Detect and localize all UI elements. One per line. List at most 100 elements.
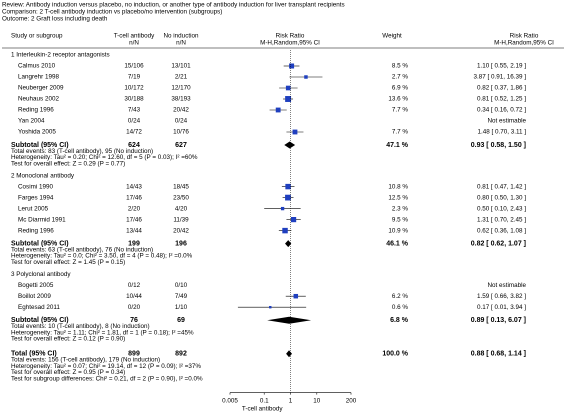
weight: 8.5 % bbox=[392, 63, 409, 70]
ci-label: 0.88 [ 0.68, 1.14 ] bbox=[471, 351, 526, 358]
study-name: Yan 2004 bbox=[18, 118, 45, 125]
study-name: Langrehr 1998 bbox=[18, 74, 59, 81]
weight: 2.7 % bbox=[392, 74, 409, 81]
weight: 2.3 % bbox=[392, 205, 409, 212]
ctrl-events: 18/45 bbox=[173, 183, 189, 190]
ctrl-events: 2/21 bbox=[175, 74, 188, 81]
summary-diamond bbox=[286, 350, 292, 358]
column-header: Risk Ratio bbox=[276, 33, 305, 40]
x-tick-label: 200 bbox=[346, 397, 357, 404]
column-header: n/N bbox=[176, 40, 186, 47]
x-tick-label: 1 bbox=[289, 397, 293, 404]
ctrl-events: 1/10 bbox=[175, 304, 188, 311]
ci-label: 1.31 [ 0.70, 2.45 ] bbox=[477, 216, 526, 223]
x-tick-label: 0.005 bbox=[222, 397, 238, 404]
ci-label: 1.10 [ 0.55, 2.19 ] bbox=[477, 63, 526, 70]
weight-square bbox=[289, 63, 295, 69]
weight-square bbox=[285, 85, 291, 91]
weight-square bbox=[285, 96, 292, 102]
ci-label: 0.89 [ 0.13, 6.07 ] bbox=[471, 317, 526, 324]
exp-events: 17/46 bbox=[126, 216, 142, 223]
weight: 7.7 % bbox=[392, 107, 409, 114]
exp-events: 2/20 bbox=[128, 205, 141, 212]
ci-label: 0.82 [ 0.37, 1.86 ] bbox=[477, 85, 526, 92]
weight-square bbox=[275, 107, 281, 113]
weight: 100.0 % bbox=[382, 351, 408, 358]
weight: 47.1 % bbox=[386, 142, 409, 149]
ci-label: Not estimable bbox=[488, 118, 527, 125]
weight-square bbox=[285, 183, 291, 190]
ctrl-events: 13/101 bbox=[171, 63, 191, 70]
comparison: Comparison: 2 T-cell antibody induction … bbox=[2, 9, 222, 16]
ctrl-events: 11/39 bbox=[173, 216, 189, 223]
column-header: T-cell antibody bbox=[114, 33, 155, 40]
ctrl-events: 627 bbox=[175, 142, 187, 149]
study-name: Bogetti 2005 bbox=[18, 282, 54, 289]
weight: 13.6 % bbox=[388, 96, 408, 103]
study-name: Neuberger 2009 bbox=[18, 85, 64, 92]
ci-label: 0.93 [ 0.58, 1.50 ] bbox=[471, 142, 526, 149]
subtotal-label: Subtotal (95% CI) bbox=[11, 240, 69, 247]
exp-events: 0/24 bbox=[128, 118, 141, 125]
weight-square bbox=[280, 206, 285, 211]
ctrl-events: 20/42 bbox=[173, 107, 189, 114]
weight: 6.9 % bbox=[392, 85, 409, 92]
exp-events: 0/12 bbox=[128, 282, 141, 289]
note: Heterogeneity: Tau² = 0.20; Chi² = 12.60… bbox=[11, 154, 198, 161]
note: Heterogeneity: Tau² = 1.11; Chi² = 1.81,… bbox=[11, 329, 194, 336]
ctrl-events: 12/170 bbox=[171, 85, 191, 92]
note: Total events: 10 (T-cell antibody), 8 (N… bbox=[11, 323, 150, 330]
study-name: Boillot 2009 bbox=[18, 293, 51, 300]
study-name: Cosimi 1990 bbox=[18, 183, 53, 190]
column-header: No induction bbox=[163, 33, 199, 40]
column-header: M-H,Random,95% CI bbox=[260, 40, 320, 47]
ctrl-events: 0/10 bbox=[175, 282, 188, 289]
note: Total events: 156 (T-cell antibody), 179… bbox=[11, 357, 160, 364]
exp-events: 7/43 bbox=[128, 107, 141, 114]
column-header: Risk Ratio bbox=[510, 33, 539, 40]
note: Heterogeneity: Tau² = 0.07; Chi² = 19.14… bbox=[11, 363, 201, 370]
ctrl-events: 69 bbox=[177, 317, 185, 324]
exp-events: 13/44 bbox=[126, 227, 142, 234]
exp-events: 17/46 bbox=[126, 194, 142, 201]
ci-label: 1.48 [ 0.70, 3.11 ] bbox=[477, 129, 526, 136]
weight: 10.9 % bbox=[388, 227, 408, 234]
group-title: 1 Interleukin-2 receptor antagonists bbox=[11, 52, 110, 59]
ctrl-events: 20/42 bbox=[173, 227, 189, 234]
note: Test for overall effect: Z = 0.12 (P = 0… bbox=[11, 335, 125, 342]
note: Test for subgroup differences: Chi² = 0.… bbox=[11, 375, 203, 382]
exp-events: 15/106 bbox=[124, 63, 144, 70]
x-tick-label: 0.1 bbox=[260, 397, 269, 404]
exp-events: 7/19 bbox=[128, 74, 141, 81]
column-header: Weight bbox=[382, 33, 402, 40]
ctrl-events: 4/20 bbox=[175, 205, 188, 212]
note: Test for overall effect: Z = 0.29 (P = 0… bbox=[11, 160, 125, 167]
ci-label: 3.87 [ 0.91, 16.39 ] bbox=[473, 74, 526, 81]
ci-label: 0.17 [ 0.01, 3.94 ] bbox=[477, 304, 526, 311]
study-name: Farges 1994 bbox=[18, 194, 54, 201]
weight: 46.1 % bbox=[386, 240, 409, 247]
note: Test for overall effect: Z = 1.45 (P = 0… bbox=[11, 259, 125, 266]
group-title: 3 Polyclonal antibody bbox=[11, 271, 71, 278]
ctrl-events: 196 bbox=[175, 240, 187, 247]
ci-label: Not estimable bbox=[488, 282, 527, 289]
ctrl-events: 892 bbox=[175, 351, 187, 358]
note: Test for overall effect: Z = 0.95 (P = 0… bbox=[11, 369, 125, 376]
exp-events: 76 bbox=[130, 317, 138, 324]
ctrl-events: 10/76 bbox=[173, 129, 189, 136]
study-name: Yoshida 2005 bbox=[18, 129, 56, 136]
x-axis-label-left: T-cell antibody bbox=[242, 405, 283, 412]
exp-events: 30/188 bbox=[124, 96, 144, 103]
summary-diamond bbox=[285, 240, 292, 248]
weight: 0.6 % bbox=[392, 304, 409, 311]
study-name: Eghtesad 2011 bbox=[18, 304, 60, 311]
outcome: Outcome: 2 Graft loss including death bbox=[2, 16, 108, 23]
ctrl-events: 7/49 bbox=[175, 293, 188, 300]
summary-diamond bbox=[284, 141, 296, 149]
weight-square bbox=[282, 227, 288, 234]
study-name: Lerut 2005 bbox=[18, 205, 49, 212]
weight-square bbox=[285, 194, 291, 201]
subtotal-label: Total (95% CI) bbox=[11, 351, 57, 358]
column-header: n/N bbox=[129, 40, 139, 47]
